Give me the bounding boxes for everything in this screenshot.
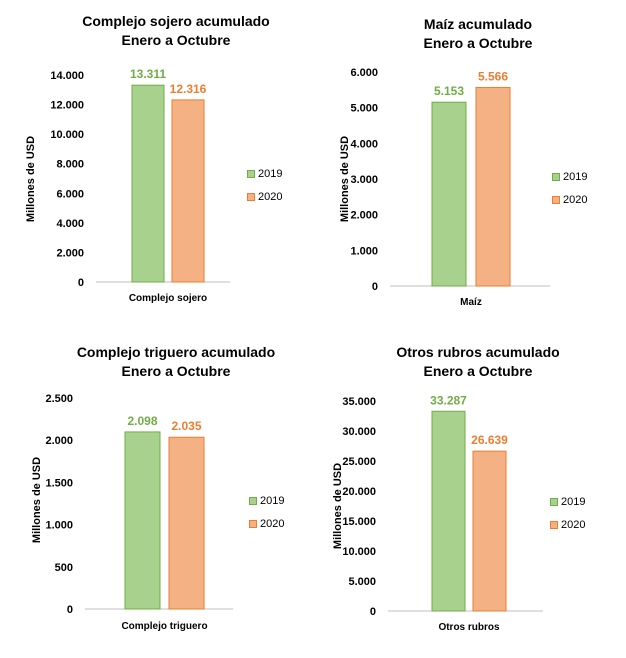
legend-label-2020: 2020 [258, 191, 283, 203]
bar-2020 [475, 86, 511, 287]
data-label-2019: 33.287 [430, 393, 467, 407]
legend-label-2019: 2019 [563, 171, 588, 183]
y-axis-label: Millones de USD [25, 135, 37, 223]
y-tick-label: 0 [67, 604, 73, 616]
x-category-label: Maíz [460, 297, 482, 308]
y-tick-label: 500 [55, 562, 73, 574]
legend: 2019 2020 [247, 167, 282, 213]
y-tick-label: 2.000 [350, 210, 378, 222]
y-tick-label: 2.000 [45, 435, 73, 447]
chart-title-line2: Enero a Octubre [423, 35, 533, 51]
plot-area: 0 5.000 10.000 15.000 20.000 25.000 30.000 35.0… [342, 393, 543, 633]
legend-swatch-2020 [247, 193, 255, 201]
legend-label-2019: 2019 [260, 495, 285, 507]
plot-area: 0 1.000 2.000 3.000 4.000 5.000 6.000 5.153 5.56… [350, 67, 550, 308]
y-tick-label: 4.000 [56, 218, 84, 230]
legend-item-2020: 2020 [249, 517, 284, 531]
legend-swatch-2019 [550, 498, 558, 506]
chart-complejo-triguero: Complejo triguero acumulado Enero a Octu… [31, 340, 312, 640]
legend-item-2019: 2019 [249, 494, 284, 508]
y-tick-label: 0 [370, 606, 376, 618]
y-tick-label: 5.000 [348, 576, 376, 588]
legend-item-2019: 2019 [552, 170, 587, 184]
legend-swatch-2020 [552, 196, 560, 204]
legend-swatch-2019 [247, 170, 255, 178]
y-tick-label: 10.000 [50, 129, 84, 141]
chart-title-line1: Maíz acumulado [423, 16, 533, 32]
chart-complejo-sojero: Complejo sojero acumulado Enero a Octubr… [25, 10, 312, 310]
bar-2019 [431, 101, 467, 287]
legend-label-2019: 2019 [258, 168, 283, 180]
y-tick-label: 14.000 [50, 70, 84, 82]
legend: 2019 2020 [552, 170, 587, 216]
bar-2019 [131, 84, 165, 283]
y-tick-label: 10.000 [342, 546, 376, 558]
legend-swatch-2020 [249, 520, 257, 528]
legend-swatch-2019 [552, 173, 560, 181]
y-tick-label: 1.500 [45, 477, 73, 489]
legend-label-2020: 2020 [260, 518, 285, 530]
legend-label-2019: 2019 [561, 496, 586, 508]
x-category-label: Complejo triguero [121, 621, 207, 632]
chart-title-line2: Enero a Octubre [121, 32, 231, 48]
data-label-2020: 2.035 [171, 419, 201, 433]
y-tick-label: 30.000 [342, 426, 376, 438]
y-tick-label: 25.000 [342, 456, 376, 468]
legend-item-2019: 2019 [247, 167, 282, 181]
legend-item-2020: 2020 [552, 193, 587, 207]
plot-area: 0 2.000 4.000 6.000 8.000 10.000 12.000 14.000 1… [50, 67, 230, 304]
legend-item-2020: 2020 [550, 518, 585, 532]
y-tick-label: 8.000 [56, 159, 84, 171]
chart-title-line1: Complejo sojero acumulado [82, 13, 270, 29]
y-tick-label: 5.000 [350, 103, 378, 115]
chart-title-line2: Enero a Octubre [121, 363, 231, 379]
legend-item-2020: 2020 [247, 190, 282, 204]
chart-title-line2: Enero a Octubre [423, 363, 533, 379]
legend-label-2020: 2020 [563, 194, 588, 206]
data-label-2020: 5.566 [478, 69, 508, 83]
data-label-2019: 2.098 [127, 414, 157, 428]
chart-maiz: Maíz acumulado Enero a Octubre Millones … [339, 10, 614, 310]
bar-2020 [472, 450, 507, 612]
y-tick-label: 1.000 [350, 245, 378, 257]
bar-2020 [171, 99, 205, 283]
legend-label-2020: 2020 [561, 519, 586, 531]
y-tick-label: 6.000 [56, 188, 84, 200]
data-label-2019: 5.153 [434, 84, 464, 98]
y-tick-label: 6.000 [350, 67, 378, 79]
legend-swatch-2020 [550, 521, 558, 529]
y-tick-label: 0 [372, 281, 378, 293]
data-label-2020: 26.639 [471, 433, 508, 447]
plot-area: 0 500 1.000 1.500 2.000 2.500 2.098 2.035 Comple… [45, 393, 233, 632]
bar-2019 [431, 410, 466, 612]
data-label-2019: 13.311 [130, 67, 166, 81]
chart-title-line1: Complejo triguero acumulado [76, 344, 276, 360]
x-category-label: Complejo sojero [129, 293, 207, 304]
bar-2019 [124, 431, 161, 610]
legend-item-2019: 2019 [550, 495, 585, 509]
legend: 2019 2020 [550, 495, 585, 541]
y-tick-label: 35.000 [342, 396, 376, 408]
chart-title-line1: Otros rubros acumulado [396, 344, 560, 360]
data-label-2020: 12.316 [170, 82, 207, 96]
y-tick-label: 1.000 [45, 520, 73, 532]
y-tick-label: 0 [78, 277, 84, 289]
y-tick-label: 20.000 [342, 486, 376, 498]
y-tick-label: 3.000 [350, 174, 378, 186]
x-category-label: Otros rubros [438, 622, 500, 633]
y-tick-label: 15.000 [342, 516, 376, 528]
legend: 2019 2020 [249, 494, 284, 540]
y-tick-label: 12.000 [50, 100, 84, 112]
y-tick-label: 2.000 [56, 247, 84, 259]
y-tick-label: 4.000 [350, 138, 378, 150]
legend-swatch-2019 [249, 497, 257, 505]
y-tick-label: 2.500 [45, 393, 73, 405]
bar-2020 [168, 436, 205, 610]
chart-otros-rubros: Otros rubros acumulado Enero a Octubre M… [332, 340, 614, 640]
